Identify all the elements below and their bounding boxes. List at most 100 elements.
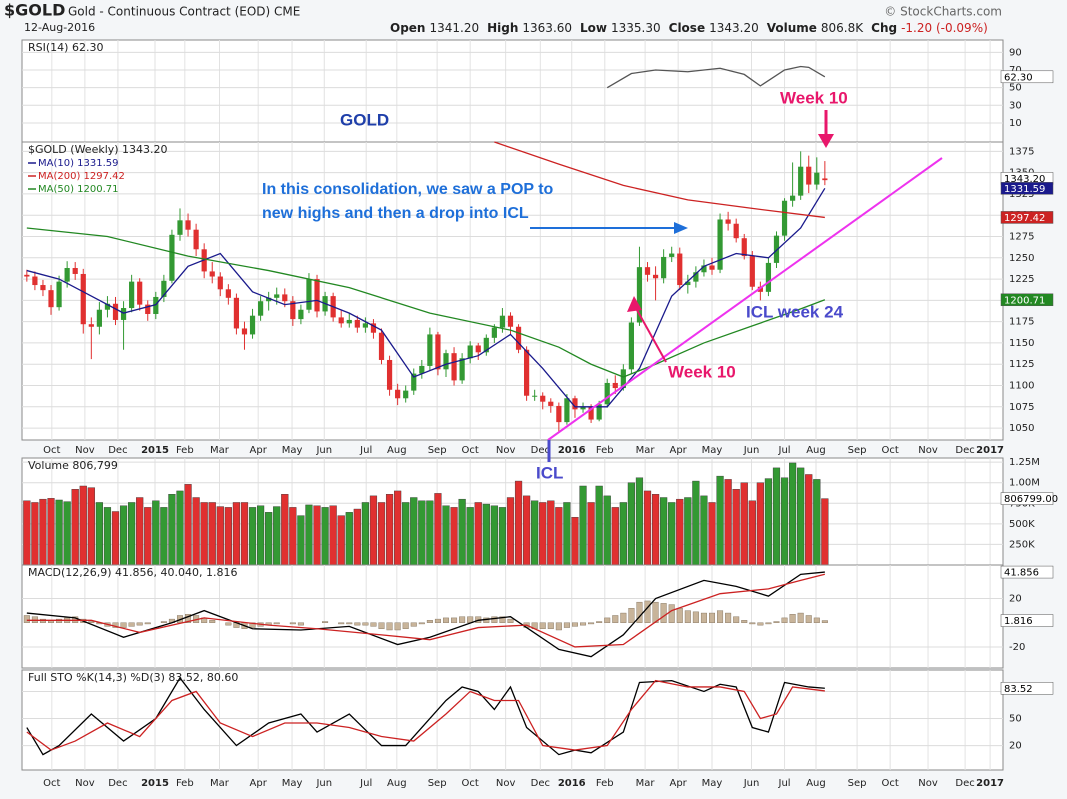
histogram-bar xyxy=(434,618,441,623)
histogram-bar xyxy=(580,622,587,626)
candle-body xyxy=(161,280,167,297)
candle-body xyxy=(193,229,199,250)
x-tick-label: 2016 xyxy=(558,445,586,456)
candle-body xyxy=(80,273,86,325)
arrowhead xyxy=(674,222,688,234)
volume-bar xyxy=(329,505,337,566)
histogram-bar xyxy=(692,611,699,623)
volume-bar xyxy=(442,505,450,566)
histogram-bar xyxy=(225,622,232,626)
quote-label: High xyxy=(487,21,518,35)
volume-bar xyxy=(353,508,361,566)
volume-bar xyxy=(128,502,136,566)
copyright: © StockCharts.com xyxy=(884,5,1002,19)
volume-bar xyxy=(563,502,571,566)
histogram-bar xyxy=(160,621,167,623)
volume-bar xyxy=(797,467,805,566)
histogram-bar xyxy=(338,622,345,625)
candle-body xyxy=(491,327,497,338)
x-tick-label: 2015 xyxy=(141,778,169,789)
volume-bar xyxy=(313,505,321,566)
volume-bar xyxy=(184,484,192,566)
panel-title: MACD(12,26,9) 41.856, 40.040, 1.816 xyxy=(28,566,238,579)
candle-body xyxy=(129,281,135,309)
y-tick-label: 1225 xyxy=(1009,274,1034,285)
histogram-bar xyxy=(588,622,595,625)
x-tick-label: Mar xyxy=(636,445,656,456)
candle-body xyxy=(354,319,360,328)
candle-body xyxy=(798,166,804,196)
x-tick-label: Sep xyxy=(848,778,867,789)
candle-body xyxy=(209,271,215,277)
end-label: 41.856 xyxy=(1004,568,1039,579)
volume-bar xyxy=(39,498,47,566)
annotation: ICL week 24 xyxy=(746,302,844,321)
candle-body xyxy=(233,297,240,329)
panel xyxy=(21,669,1004,771)
x-tick-label: Dec xyxy=(955,778,974,789)
candle-body xyxy=(588,406,594,420)
candle-body xyxy=(515,326,522,350)
panel-title: Full STO %K(14,3) %D(3) 83.52, 80.60 xyxy=(28,671,238,684)
histogram-bar xyxy=(571,622,578,627)
volume-bar xyxy=(490,505,498,566)
volume-bar xyxy=(273,506,281,566)
panel-title: Volume 806,799 xyxy=(28,459,118,472)
candle-body xyxy=(459,358,465,381)
x-tick-label: Apr xyxy=(250,445,268,456)
x-tick-label: Jun xyxy=(743,778,760,789)
y-tick-label: 1.00M xyxy=(1009,478,1040,489)
volume-bar xyxy=(111,511,120,566)
arrowhead xyxy=(818,134,834,148)
histogram-bar xyxy=(821,620,828,623)
volume-bar xyxy=(619,502,627,566)
candle-body xyxy=(225,289,231,298)
candle-body xyxy=(806,166,812,185)
end-label: 62.30 xyxy=(1004,72,1033,83)
line xyxy=(26,187,826,408)
volume-bar xyxy=(740,482,748,566)
quote: Open 1341.20 High 1363.60 Low 1335.30 Close 134… xyxy=(390,21,988,35)
x-tick-label: 2017 xyxy=(976,445,1004,456)
candle-body xyxy=(56,281,62,308)
y-tick-label: 50 xyxy=(1009,714,1022,725)
histogram-bar xyxy=(499,616,506,623)
y-tick-label: 30 xyxy=(1009,100,1022,111)
y-tick-label: 1125 xyxy=(1009,359,1034,370)
candle-body xyxy=(822,178,828,181)
volume-bar xyxy=(369,495,378,566)
histogram-bar xyxy=(386,622,393,631)
volume-bar xyxy=(305,504,313,566)
histogram-bar xyxy=(684,610,691,623)
x-tick-label: Oct xyxy=(882,778,899,789)
histogram-bar xyxy=(604,617,611,623)
histogram-bar xyxy=(757,622,764,626)
volume-bar xyxy=(410,497,418,566)
annotation: new highs and then a drop into ICL xyxy=(262,205,529,222)
volume-bar xyxy=(248,507,257,566)
end-label-box xyxy=(1000,293,1054,307)
candle-body xyxy=(701,265,707,273)
end-label-box xyxy=(1000,614,1054,627)
candle-body xyxy=(556,405,562,423)
volume-bar xyxy=(732,489,740,566)
quote-value: -1.20 (-0.09%) xyxy=(901,21,988,35)
candle-body xyxy=(266,297,272,302)
x-tick-label: Jun xyxy=(315,778,332,789)
x-tick-label: May xyxy=(282,778,303,789)
volume-bar xyxy=(152,500,160,566)
annotation: Week 10 xyxy=(780,88,848,107)
volume-bar xyxy=(136,497,144,566)
histogram-bar xyxy=(322,621,329,623)
line xyxy=(26,679,825,751)
volume-bar xyxy=(724,479,732,566)
volume-bar xyxy=(668,502,676,566)
candle-body xyxy=(306,279,312,310)
candle-body xyxy=(395,389,401,399)
volume-bar xyxy=(119,505,128,566)
symbol: $GOLD xyxy=(4,1,65,20)
candle-body xyxy=(580,406,586,410)
candle-body xyxy=(636,267,643,323)
x-tick-label: Dec xyxy=(108,778,127,789)
volume-bar xyxy=(660,497,668,566)
